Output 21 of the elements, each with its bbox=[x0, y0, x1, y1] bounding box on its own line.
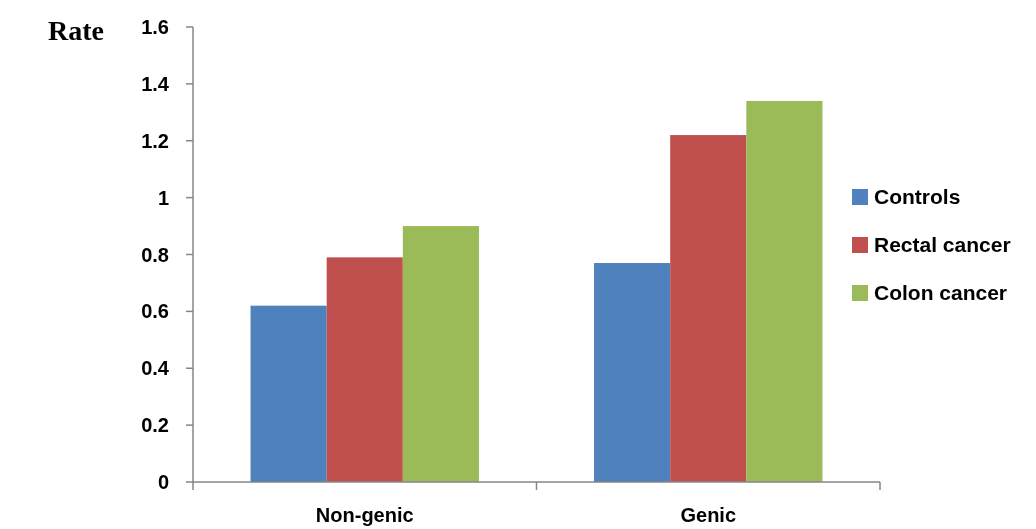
x-tick-label: Non-genic bbox=[315, 504, 414, 526]
x-tick-label: Genic bbox=[680, 504, 737, 526]
y-tick-label: 0.4 bbox=[141, 357, 170, 380]
y-tick-label: 0 bbox=[157, 471, 169, 493]
bar bbox=[326, 257, 403, 482]
y-tick-label: 1.2 bbox=[141, 129, 169, 152]
bar bbox=[250, 305, 327, 482]
y-tick-label: 1.6 bbox=[141, 16, 169, 38]
legend-label: Controls bbox=[874, 185, 961, 209]
y-tick-label: 0.6 bbox=[141, 300, 169, 323]
bar bbox=[670, 135, 747, 482]
y-tick-label: 1 bbox=[157, 186, 169, 209]
bar bbox=[746, 100, 823, 482]
y-tick-label: 0.8 bbox=[141, 243, 169, 266]
y-tick-label: 0.2 bbox=[141, 414, 169, 437]
bar bbox=[402, 226, 479, 482]
legend-label: Rectal cancer bbox=[874, 233, 1011, 257]
y-axis-title: Rate bbox=[48, 15, 104, 46]
y-tick-label: 1.4 bbox=[141, 72, 170, 95]
legend-label: Colon cancer bbox=[874, 281, 1008, 305]
bar bbox=[594, 263, 671, 482]
